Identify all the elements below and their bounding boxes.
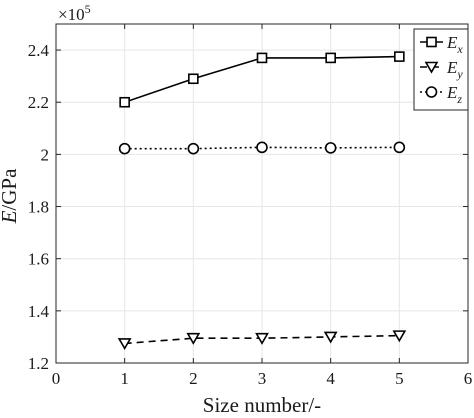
data-point-e-x [325, 52, 336, 64]
y-tick-label: 1.2 [28, 354, 49, 373]
data-point-e-y [392, 330, 407, 343]
legend-marker-e-z [425, 86, 438, 98]
x-tick-label: 2 [189, 369, 198, 388]
data-point-e-x [394, 51, 405, 62]
data-point-e-z [187, 142, 200, 155]
x-tick-label: 0 [52, 369, 61, 388]
x-tick-label: 3 [258, 369, 267, 388]
y-axis-title: E/GPa [0, 168, 21, 225]
data-point-e-y [323, 331, 338, 344]
legend-label-e-y: Ey [446, 58, 463, 81]
data-point-e-y [186, 332, 201, 345]
data-point-e-x [256, 52, 268, 64]
tick-layer: 0 1 2 3 4 5 6 1.2 1.4 1.6 1.8 2 2.2 2.4 [28, 24, 473, 388]
data-point-e-x [119, 96, 130, 108]
data-point-e-z [393, 141, 406, 154]
data-point-e-y [255, 332, 269, 345]
legend-label-e-z: Ez [446, 83, 462, 106]
series-layer [117, 51, 407, 351]
y-multiplier-label: ×105 [58, 2, 91, 24]
y-tick-label: 1.8 [28, 198, 49, 217]
y-tick-label: 1.4 [28, 302, 50, 321]
data-point-e-z [118, 142, 131, 155]
y-tick-label: 2.4 [28, 41, 50, 60]
x-tick-label: 4 [326, 369, 335, 388]
y-tick-label: 2.2 [28, 93, 49, 112]
x-tick-label: 6 [464, 369, 473, 388]
x-axis-title: Size number/- [203, 393, 321, 417]
data-point-e-y [117, 338, 132, 351]
data-point-e-z [324, 142, 337, 154]
legend-marker-e-x [426, 36, 437, 48]
x-tick-label: 5 [395, 369, 404, 388]
grid-layer [55, 24, 469, 364]
y-tick-label: 2 [41, 145, 50, 164]
x-tick-label: 1 [120, 369, 129, 388]
series-line-e-z [124, 146, 400, 150]
data-point-e-x [188, 73, 199, 85]
legend-marker-e-y [424, 61, 439, 74]
data-point-e-z [256, 141, 268, 154]
legend-label-e-x: Ex [446, 33, 463, 56]
y-tick-label: 1.6 [28, 250, 49, 269]
